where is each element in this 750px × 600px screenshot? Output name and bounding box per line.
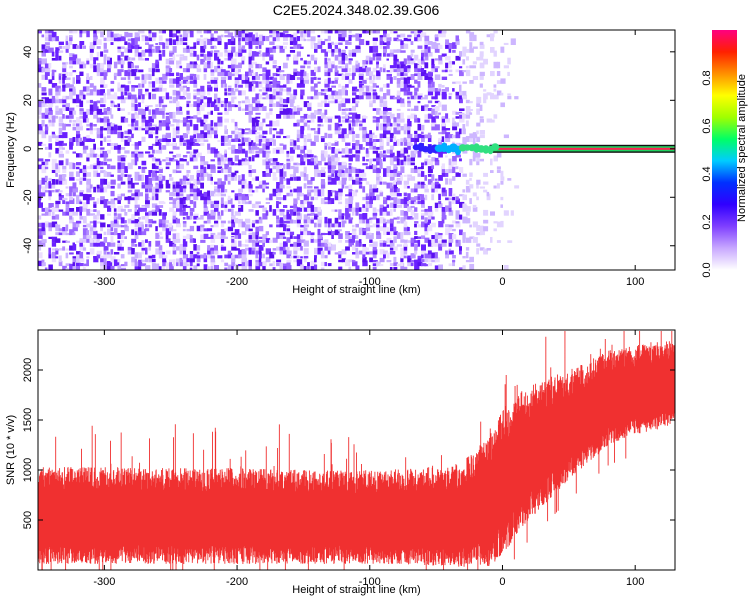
chart-title: C2E5.2024.348.02.39.G06 [272,2,440,18]
x-tick-label: -300 [93,576,115,588]
colorbar-tick-label: 0.4 [701,166,713,181]
colorbar-tick-label: 0.0 [701,262,713,277]
colorbar-label: Normalized spectral amplitude [736,74,748,222]
colorbar-tick-label: 0.6 [701,118,713,133]
y-tick-label: 40 [22,46,34,58]
y-axis-label: Frequency (Hz) [5,112,17,188]
y-tick-label: 2000 [22,358,34,382]
x-tick-label: -100 [359,576,381,588]
y-tick-label: 20 [22,94,34,106]
spectrogram-cells [38,30,675,270]
carrier-core [489,147,675,150]
x-tick-label: 100 [626,576,644,588]
x-tick-label: -200 [226,276,248,288]
y-tick-label: 1000 [22,458,34,482]
colorbar-tick-label: 0.8 [701,70,713,85]
colorbar-tick-label: 0.2 [701,214,713,229]
x-tick-label: -100 [359,276,381,288]
x-tick-label: -300 [93,276,115,288]
spectrogram-frame [37,29,676,271]
snr-frame [37,329,676,571]
y-tick-label: 0 [22,146,34,152]
x-tick-label: -200 [226,576,248,588]
x-tick-label: 100 [626,276,644,288]
snr-panel: -300 -200 -100 0 100 500 1000 1500 2000 Height of… [5,329,676,596]
x-tick-label: 0 [499,276,505,288]
snr-series [38,331,675,570]
colorbar: 0.0 0.2 0.4 0.6 0.8 Normalized spectral ampli… [701,30,748,278]
y-tick-label: -40 [22,238,34,254]
y-tick-label: 500 [22,511,34,529]
x-axis-label: Height of straight line (km) [292,284,420,296]
colorbar-gradient [712,30,737,270]
y-tick-label: 1500 [22,408,34,432]
y-axis-label: SNR (10 * v/v) [5,415,17,485]
y-tick-label: -20 [22,189,34,205]
x-axis-label: Height of straight line (km) [292,584,420,596]
x-tick-label: 0 [499,576,505,588]
